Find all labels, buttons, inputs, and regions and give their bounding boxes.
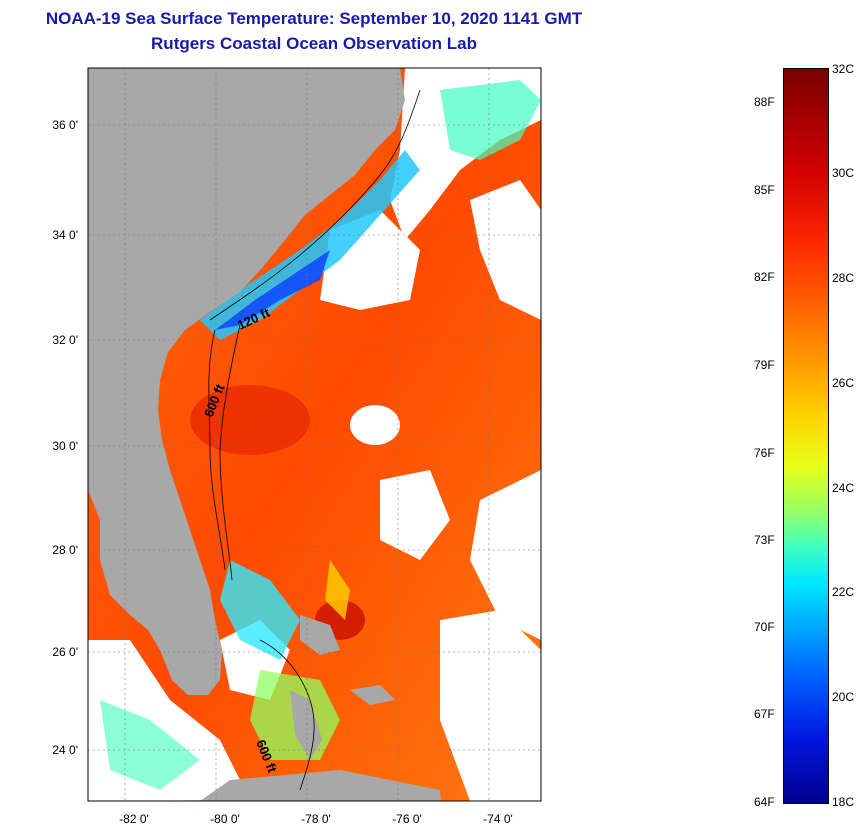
lon-tick: -78 0': [301, 812, 331, 826]
colorbar-c-label: 32C: [832, 62, 855, 76]
colorbar-f-label: 82F: [754, 270, 775, 284]
lon-tick: -82 0': [119, 812, 149, 826]
colorbar-f-label: 73F: [754, 533, 775, 547]
lat-tick: 32 0': [52, 333, 78, 347]
colorbar-f-label: 85F: [754, 183, 775, 197]
colorbar-f-label: 88F: [754, 95, 775, 109]
land-mass: [88, 68, 405, 695]
lat-tick: 34 0': [52, 228, 78, 242]
island-land: [200, 615, 441, 801]
colorbar-c-label: 20C: [832, 690, 855, 704]
map-title: NOAA-19 Sea Surface Temperature: Septemb…: [45, 9, 583, 28]
latitude-axis: 36 0' 34 0' 32 0' 30 0' 28 0' 26 0' 24 0…: [52, 118, 78, 757]
temperature-colorbar: [783, 68, 829, 804]
colorbar-f-label: 64F: [754, 795, 775, 809]
cool-shelf-band: [100, 80, 541, 790]
colorbar-f-label: 67F: [754, 707, 775, 721]
colorbar-c-label: 28C: [832, 271, 855, 285]
lat-tick: 28 0': [52, 543, 78, 557]
colorbar-c-label: 18C: [832, 795, 855, 809]
lat-tick: 24 0': [52, 743, 78, 757]
map-frame: [87, 67, 542, 802]
lon-tick: -74 0': [483, 812, 513, 826]
colorbar-c-label: 24C: [832, 481, 855, 495]
colorbar-c-label: 26C: [832, 376, 855, 390]
colorbar-f-label: 70F: [754, 620, 775, 634]
lon-tick: -76 0': [392, 812, 422, 826]
lat-tick: 26 0': [52, 645, 78, 659]
graticule: [88, 68, 541, 801]
lon-tick: -80 0': [210, 812, 240, 826]
colorbar-f-label: 76F: [754, 446, 775, 460]
lat-tick: 30 0': [52, 439, 78, 453]
lat-tick: 36 0': [52, 118, 78, 132]
longitude-axis: -82 0' -80 0' -78 0' -76 0' -74 0': [119, 812, 513, 826]
colorbar-c-label: 22C: [832, 585, 855, 599]
map-subtitle: Rutgers Coastal Ocean Observation Lab: [151, 34, 477, 53]
depth-contours: [208, 89, 421, 791]
colorbar-c-label: 30C: [832, 166, 855, 180]
colorbar-f-label: 79F: [754, 358, 775, 372]
warm-core: [190, 385, 310, 455]
